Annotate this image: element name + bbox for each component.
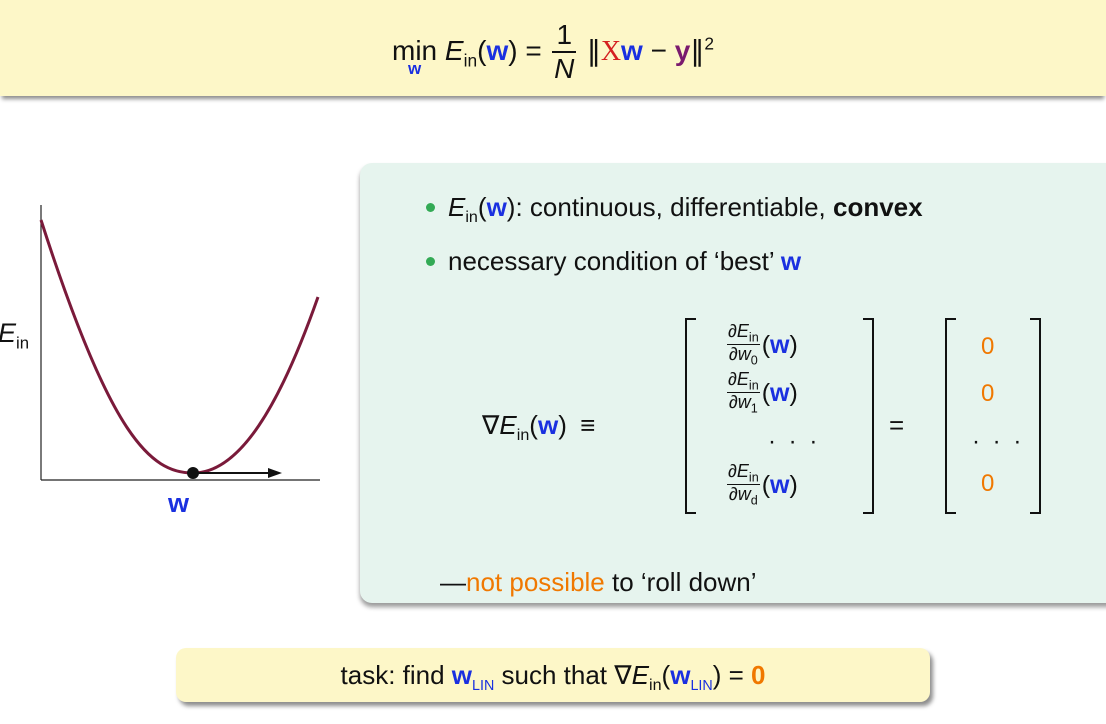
bullet-text: necessary condition of ‘best’ [448, 246, 781, 276]
w-lin-symbol-2: w [670, 660, 691, 690]
zero-bracket-close [1030, 318, 1041, 514]
min-variable: w [407, 58, 422, 78]
ein-subscript: in [465, 208, 478, 227]
arrow-head-icon [268, 468, 282, 478]
ein-curve [39, 219, 320, 475]
left-bracket-open [685, 318, 696, 514]
square-exponent: 2 [704, 33, 714, 54]
zero-entry: 0 [981, 333, 995, 360]
plot-x-label: w [168, 488, 190, 518]
nabla-symbol: ∇ [614, 660, 632, 690]
task-middle: such that [494, 660, 615, 690]
properties-panel [360, 163, 1106, 603]
partial-wd: ∂Ein ∂wd(w) [727, 461, 798, 508]
frac-denominator: N [554, 52, 575, 84]
zero-bracket-open [945, 318, 956, 514]
zero-entry: 0 [981, 380, 995, 407]
w-symbol: w [537, 410, 559, 440]
w-symbol: w [780, 246, 802, 276]
roll-down-note: —not possible to ‘roll down’ [440, 567, 757, 598]
plot-y-label: Ein [0, 318, 30, 353]
convex-word: convex [832, 192, 923, 222]
lin-subscript: LIN [472, 678, 495, 695]
bullet-dot [426, 203, 435, 212]
vector-ellipsis: · · · [768, 428, 821, 455]
task-box: task: find wLIN such that ∇Ein(wLIN) = 0 [176, 648, 930, 702]
ein-symbol: E [631, 660, 649, 690]
left-bracket-close [863, 318, 874, 514]
partial-w0: ∂Ein ∂w0(w) [727, 321, 798, 368]
equals-sign: = [721, 660, 752, 690]
task-statement: task: find wLIN such that ∇Ein(wLIN) = 0 [340, 660, 766, 695]
nabla-symbol: ∇ [482, 410, 500, 440]
x-matrix: X [600, 35, 622, 67]
zero-ellipsis: · · · [972, 428, 1025, 455]
bullet-convexity: Ein(w): continuous, differentiable, conv… [426, 192, 923, 227]
minimum-point [187, 467, 199, 479]
bullet-necessary-condition: necessary condition of ‘best’ w [426, 246, 802, 277]
not-possible-text: not possible [466, 567, 605, 597]
y-vector: y [674, 34, 691, 66]
convex-curve-plot [39, 205, 320, 481]
note-rest: to ‘roll down’ [604, 567, 757, 597]
bullet-dot [426, 257, 435, 266]
w-symbol-2: w [621, 34, 643, 66]
ein-subscript: in [649, 676, 662, 695]
ein-subscript: in [463, 50, 478, 71]
bullet-text: : continuous, differentiable, [515, 192, 833, 222]
frac-numerator: 1 [552, 19, 577, 53]
zero-entry: 0 [981, 470, 995, 497]
gradient-lhs: ∇Ein(w) ≡ [482, 410, 596, 445]
em-dash: — [440, 567, 466, 597]
equiv-symbol: ≡ [580, 410, 596, 440]
ein-symbol: E [499, 410, 517, 440]
ein-symbol: E [444, 34, 464, 66]
w-lin-symbol: w [451, 660, 473, 690]
partial-w1: ∂Ein ∂w1(w) [727, 369, 798, 416]
ein-subscript: in [516, 426, 530, 445]
w-symbol: w [486, 192, 507, 222]
min-word: min [392, 34, 438, 66]
equals-sign: = [889, 410, 905, 440]
task-prefix: task: find [340, 660, 452, 690]
lin-subscript-2: LIN [690, 678, 713, 695]
ein-symbol: E [448, 192, 466, 222]
min-operator: min w [392, 34, 438, 78]
w-symbol: w [486, 34, 509, 66]
zero-vector: 0 [751, 660, 766, 690]
